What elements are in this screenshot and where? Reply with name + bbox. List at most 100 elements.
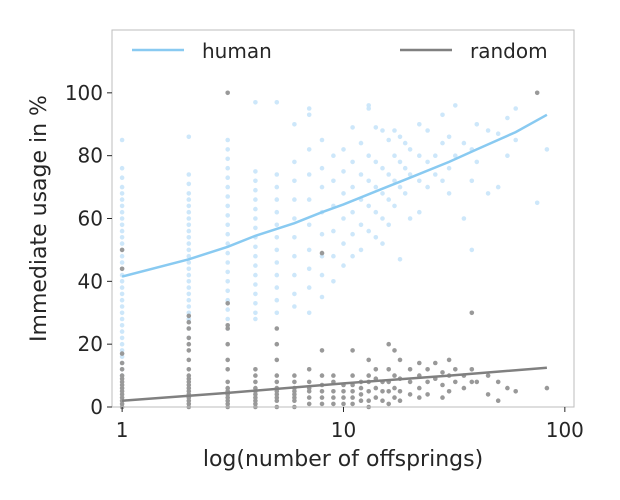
random-point <box>119 266 125 272</box>
human-point <box>306 222 312 228</box>
human-point <box>225 222 230 228</box>
random-point <box>446 357 452 363</box>
random-point <box>358 392 364 397</box>
human-point <box>331 279 336 284</box>
human-point <box>544 147 550 152</box>
human-point <box>425 128 430 133</box>
random-point <box>319 250 325 256</box>
x-tick-label: 10 <box>331 418 356 442</box>
random-point <box>274 379 280 385</box>
random-point <box>474 379 480 385</box>
human-point <box>306 310 312 316</box>
random-point <box>453 379 458 385</box>
human-point <box>119 323 125 328</box>
human-point <box>119 228 125 234</box>
human-point <box>253 291 258 297</box>
axis-ticks: 1 10 100 0 20 40 60 80 100 <box>65 81 584 442</box>
random-point <box>274 357 280 363</box>
human-point <box>350 209 355 215</box>
random-point <box>469 367 475 372</box>
trend-lines-layer <box>121 113 548 402</box>
random-point <box>306 395 312 400</box>
random-point <box>440 370 445 375</box>
random-point <box>495 379 501 385</box>
human-point <box>319 231 325 237</box>
human-point <box>402 165 408 171</box>
x-tick-label: 100 <box>546 418 584 442</box>
human-point <box>119 241 125 246</box>
random-point <box>306 379 312 385</box>
human-point <box>461 216 467 221</box>
human-point <box>225 147 230 152</box>
human-point <box>253 206 258 212</box>
random-point <box>350 373 355 378</box>
human-point <box>306 106 312 111</box>
random-point <box>495 398 501 404</box>
x-tick-label: 1 <box>116 418 129 442</box>
human-point <box>373 184 379 190</box>
human-point <box>119 216 125 221</box>
legend-label-random: random <box>470 39 548 63</box>
human-point <box>119 165 125 171</box>
random-point <box>417 385 422 391</box>
random-point <box>319 401 325 407</box>
human-point <box>392 128 397 133</box>
random-point <box>274 373 280 378</box>
random-point <box>186 348 192 353</box>
random-point <box>253 385 258 391</box>
random-point <box>433 360 438 366</box>
human-point <box>292 235 297 240</box>
random-point <box>386 341 392 347</box>
random-point <box>225 379 230 385</box>
human-point <box>119 335 125 341</box>
random-point <box>319 395 325 400</box>
human-point <box>485 128 491 133</box>
human-point <box>253 197 258 202</box>
human-point <box>186 291 192 297</box>
human-point <box>513 106 518 111</box>
random-point <box>225 398 230 404</box>
random-point <box>225 301 230 306</box>
random-point <box>350 348 355 353</box>
random-point <box>350 401 355 407</box>
human-point <box>292 216 297 221</box>
random-point <box>373 395 379 400</box>
human-point <box>225 184 230 190</box>
random-point <box>331 401 336 407</box>
random-point <box>331 395 336 400</box>
random-point <box>253 392 258 397</box>
random-point <box>186 326 192 331</box>
human-point <box>274 209 280 215</box>
human-point <box>186 304 192 309</box>
human-point <box>446 134 452 140</box>
human-point <box>453 103 458 108</box>
random-point <box>186 357 192 363</box>
human-point <box>366 153 372 158</box>
human-point <box>341 147 346 152</box>
human-point <box>274 235 280 240</box>
human-point <box>402 140 408 146</box>
random-point <box>440 382 445 388</box>
y-tick-label: 40 <box>78 269 103 293</box>
random-point <box>341 401 346 407</box>
human-point <box>373 159 379 165</box>
human-point <box>350 125 355 130</box>
human-point <box>392 178 397 184</box>
human-point <box>186 216 192 221</box>
human-point <box>186 266 192 272</box>
human-point <box>366 178 372 184</box>
human-point <box>186 197 192 202</box>
human-point <box>306 147 312 152</box>
human-point <box>119 235 125 240</box>
human-point <box>350 184 355 190</box>
human-point <box>386 197 392 202</box>
human-point <box>306 172 312 177</box>
human-point <box>392 203 397 209</box>
random-point <box>341 389 346 394</box>
random-point <box>397 357 403 363</box>
random-point <box>417 360 422 366</box>
human-point <box>225 137 230 143</box>
human-point <box>366 203 372 209</box>
human-point <box>331 153 336 158</box>
random-point <box>331 389 336 394</box>
